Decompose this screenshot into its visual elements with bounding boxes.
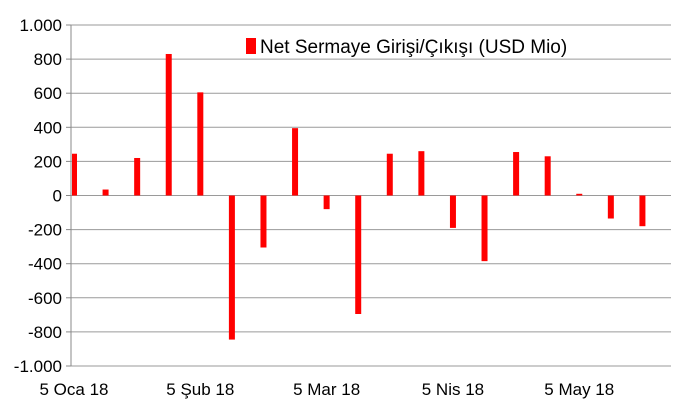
bar [639,195,646,227]
bar [72,153,77,196]
bar [449,195,456,228]
y-tick-label: -800 [28,323,62,342]
legend: Net Sermaye Girişi/Çıkışı (USD Mio) [246,37,567,58]
y-axis-ticks: 1.000 800 600 400 200 0 -200 -400 -600 -800 -1.000 [14,16,71,376]
bar [386,153,393,196]
y-tick-label: 600 [34,84,62,103]
bar [197,92,204,196]
x-axis-ticks: 5 Oca 18 5 Şub 18 5 Mar 18 5 Nis 18 5 May 18 [40,380,615,399]
x-tick-label: 5 Oca 18 [40,380,109,399]
bars [72,53,646,340]
y-tick-label: 1.000 [19,16,62,35]
bar [576,193,583,196]
y-tick-label: 200 [34,152,62,171]
bar [134,157,141,196]
bar [292,128,299,196]
bar [418,151,425,196]
bar [607,195,614,219]
bar [260,195,267,248]
x-tick-label: 5 Nis 18 [422,380,484,399]
bar [481,195,488,262]
legend-swatch [246,38,256,54]
bar [513,152,520,196]
y-tick-label: -600 [28,289,62,308]
y-tick-label: 400 [34,118,62,137]
bar [102,189,109,196]
legend-label: Net Sermaye Girişi/Çıkışı (USD Mio) [260,37,567,58]
y-tick-label: -400 [28,255,62,274]
y-tick-label: 0 [53,187,62,206]
y-tick-label: -1.000 [14,357,62,376]
bar [355,195,362,314]
x-tick-label: 5 Mar 18 [293,380,360,399]
bar [544,156,551,196]
y-tick-label: 800 [34,50,62,69]
x-tick-label: 5 Şub 18 [166,380,234,399]
bar [323,195,330,210]
y-tick-label: -200 [28,221,62,240]
bar [165,53,172,196]
x-tick-label: 5 May 18 [544,380,614,399]
bar [228,195,235,340]
